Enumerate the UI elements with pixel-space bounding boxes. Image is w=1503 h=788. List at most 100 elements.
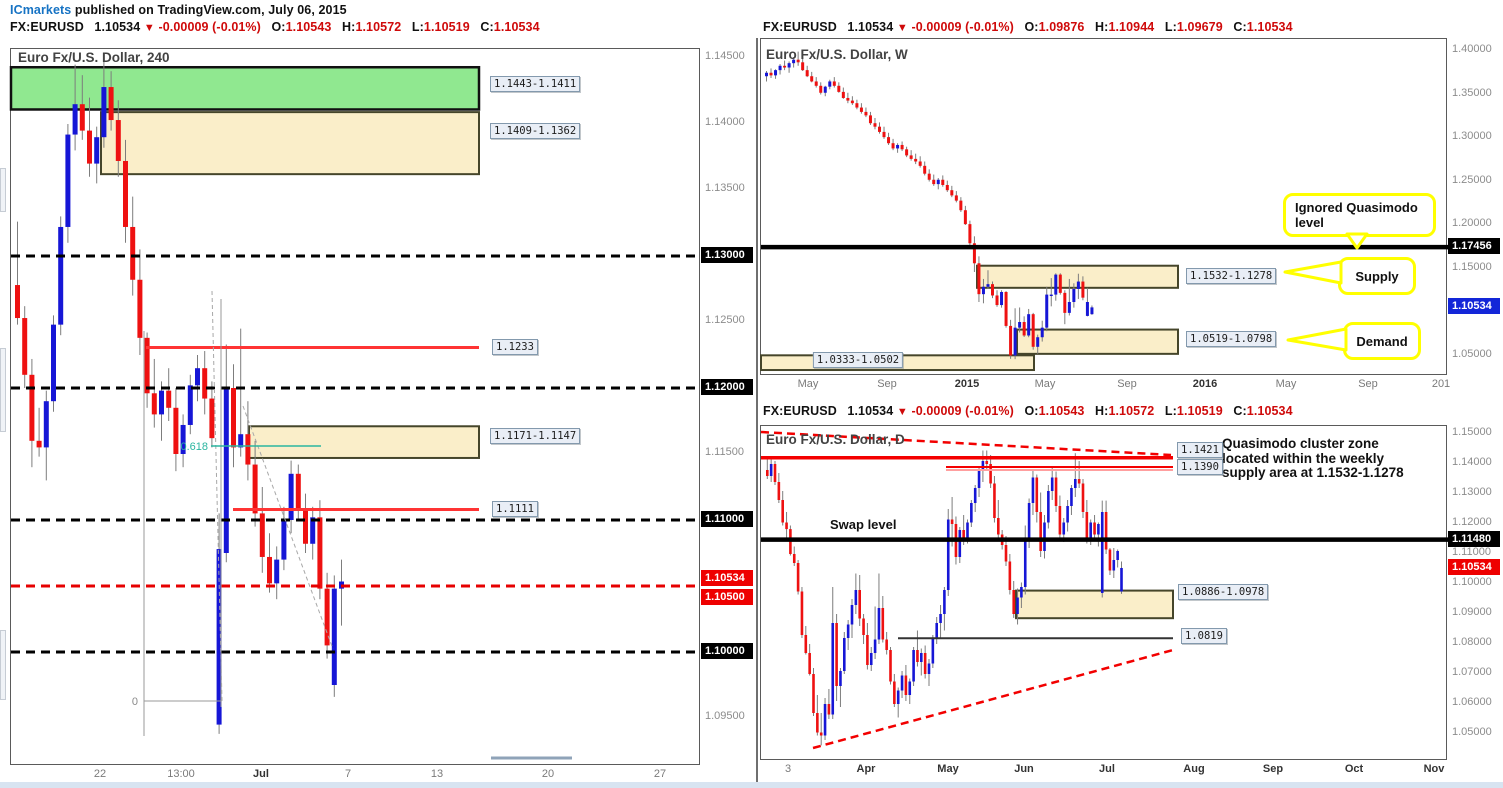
candle-body: [130, 226, 136, 280]
time-axis-weekly[interactable]: [760, 376, 1447, 392]
candle-body: [1050, 477, 1054, 491]
price-tick: 1.08000: [1452, 636, 1492, 648]
candle-body: [828, 81, 832, 87]
time-tick: Oct: [1344, 763, 1364, 775]
close-label: C:: [1233, 404, 1247, 418]
down-arrow-icon: ▼: [896, 406, 908, 418]
candle-body: [173, 407, 179, 454]
candle-body: [932, 179, 936, 185]
candle-body: [310, 517, 316, 544]
time-tick: Jul: [253, 768, 269, 780]
candle-body: [812, 674, 815, 713]
candle-body: [773, 464, 777, 482]
zone-box: [1015, 589, 1174, 620]
candle-body: [195, 368, 200, 386]
candle-body: [1045, 294, 1049, 328]
zone-box: [248, 425, 480, 459]
candle-body: [986, 284, 990, 287]
price-tick: 1.10000: [1452, 576, 1492, 588]
candle-body: [805, 70, 809, 77]
time-tick: 7: [344, 768, 352, 780]
price-tick: 1.14500: [705, 50, 745, 62]
high-value: 1.10572: [1108, 404, 1155, 418]
candle-body: [950, 190, 954, 196]
candle-body: [804, 635, 808, 653]
candle-body: [823, 704, 827, 736]
candle-body: [1008, 561, 1012, 590]
candle-body: [997, 518, 1000, 535]
candle-body: [1076, 281, 1080, 289]
candle-body: [991, 284, 994, 296]
chart-title-weekly: Euro Fx/U.S. Dollar, W: [766, 47, 908, 62]
candle-body: [989, 464, 992, 484]
candle-body: [977, 263, 981, 295]
price-tick: 1.07000: [1452, 666, 1492, 678]
candle-body: [1063, 292, 1067, 313]
swap-level-label: Swap level: [830, 517, 897, 532]
candle-body: [887, 137, 891, 144]
chart-canvas-m240: 0.618 0: [9, 61, 701, 760]
candle-body: [245, 434, 251, 465]
chart-plot-240[interactable]: 0.618 0: [9, 48, 701, 765]
candle-body: [816, 713, 819, 733]
price-tick: 1.09000: [1452, 606, 1492, 618]
candle-body: [1004, 545, 1008, 562]
candle-body: [966, 522, 969, 539]
candle-body: [935, 623, 938, 638]
close-label: C:: [480, 20, 494, 34]
candle-body: [1013, 327, 1017, 356]
close-value: 1.10534: [1246, 404, 1293, 418]
time-tick: 2016: [1192, 378, 1218, 390]
time-tick: Sep: [1262, 763, 1284, 775]
candle-body: [115, 120, 121, 161]
candle-body: [79, 104, 85, 131]
candle-body: [1022, 322, 1026, 336]
price-range-label: 1.1171-1.1147: [490, 428, 581, 444]
chart-plot-daily[interactable]: [760, 425, 1448, 760]
price-tick: 1.25000: [1452, 173, 1492, 186]
candle-body: [931, 638, 935, 664]
candle-body: [839, 671, 842, 686]
candle-body: [22, 318, 28, 375]
candle-body: [144, 337, 150, 394]
price-tick: 1.12000: [1452, 516, 1492, 528]
low-value: 1.09679: [1176, 20, 1223, 34]
high-label: H:: [342, 20, 356, 34]
candle-body: [801, 62, 805, 71]
candle-body: [259, 513, 265, 557]
close-value: 1.10534: [1246, 20, 1293, 34]
candle-body: [123, 160, 128, 227]
candle-body: [970, 503, 973, 523]
candle-body: [993, 483, 996, 518]
last-price: 1.10534: [94, 20, 141, 34]
candle-body: [51, 324, 56, 402]
time-tick: 22: [93, 768, 107, 780]
candle-body: [916, 650, 919, 662]
candle-body: [1058, 506, 1062, 535]
chart-canvas-daily: [760, 430, 1448, 750]
candle-body: [281, 520, 287, 560]
candle-body: [1035, 477, 1039, 512]
candle-body: [785, 522, 788, 530]
candle-body: [1081, 483, 1085, 512]
open-label: O:: [271, 20, 286, 34]
price-range-label: 1.1532-1.1278: [1186, 268, 1277, 284]
candle-body: [927, 173, 931, 180]
time-tick: 13:00: [167, 768, 195, 780]
change: -0.00009 (-0.01%): [911, 20, 1014, 34]
time-tick: Sep: [877, 378, 897, 390]
publish-line: ICmarkets published on TradingView.com, …: [10, 3, 347, 17]
candle-body: [959, 200, 963, 211]
candle-body: [324, 588, 330, 646]
candle-body: [223, 388, 229, 553]
candle-body: [941, 179, 945, 185]
time-tick: 20: [541, 768, 555, 780]
candle-body: [331, 588, 337, 685]
candle-body: [855, 103, 859, 108]
candle-body: [1047, 491, 1050, 523]
brand-link[interactable]: ICmarkets: [10, 3, 72, 17]
price-range-label: 1.0819: [1181, 628, 1227, 644]
edge-fragment: [0, 168, 6, 212]
callout-supply: Supply: [1338, 257, 1416, 295]
low-label: L:: [1164, 20, 1177, 34]
